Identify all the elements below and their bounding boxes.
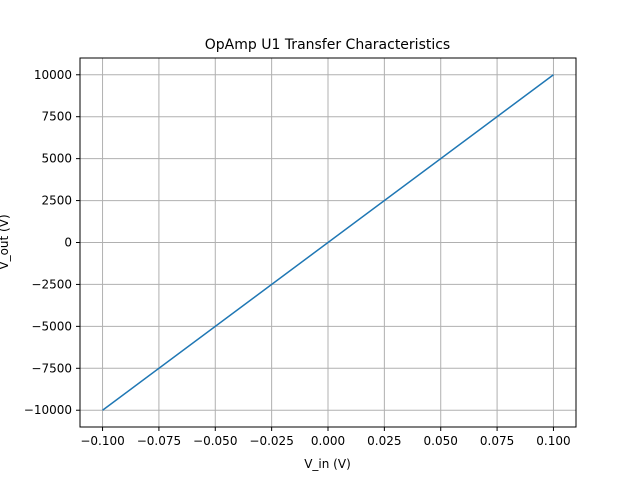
y-tick-label: −5000 bbox=[31, 319, 72, 333]
y-tick-label: −10000 bbox=[24, 403, 72, 417]
y-tick-label: 7500 bbox=[41, 110, 72, 124]
x-tick-label: 0.050 bbox=[424, 434, 458, 448]
x-tick-label: 0.075 bbox=[480, 434, 514, 448]
y-tick-label: −2500 bbox=[31, 277, 72, 291]
y-axis-ticks: −10000 −7500 −5000 −2500 0 2500 5000 7500 10000 bbox=[24, 68, 80, 417]
x-axis-ticks: −0.100 −0.075 −0.050 −0.025 0.000 0.025 0.050 0… bbox=[80, 427, 571, 448]
x-tick-label: −0.075 bbox=[137, 434, 181, 448]
y-axis-label: V_out (V) bbox=[0, 214, 11, 269]
x-tick-label: 0.100 bbox=[536, 434, 570, 448]
x-tick-label: 0.000 bbox=[311, 434, 345, 448]
series-layer bbox=[102, 74, 554, 411]
x-tick-label: 0.025 bbox=[367, 434, 401, 448]
x-tick-label: −0.050 bbox=[193, 434, 237, 448]
x-tick-label: −0.025 bbox=[249, 434, 293, 448]
chart-title: OpAmp U1 Transfer Characteristics bbox=[205, 37, 450, 53]
y-tick-label: 10000 bbox=[34, 68, 72, 82]
x-axis-label: V_in (V) bbox=[304, 457, 351, 471]
y-tick-label: −7500 bbox=[31, 361, 72, 375]
y-tick-label: 0 bbox=[64, 236, 72, 250]
x-tick-label: −0.100 bbox=[80, 434, 124, 448]
y-tick-label: 2500 bbox=[41, 194, 72, 208]
series-line bbox=[102, 74, 554, 411]
y-tick-label: 5000 bbox=[41, 152, 72, 166]
